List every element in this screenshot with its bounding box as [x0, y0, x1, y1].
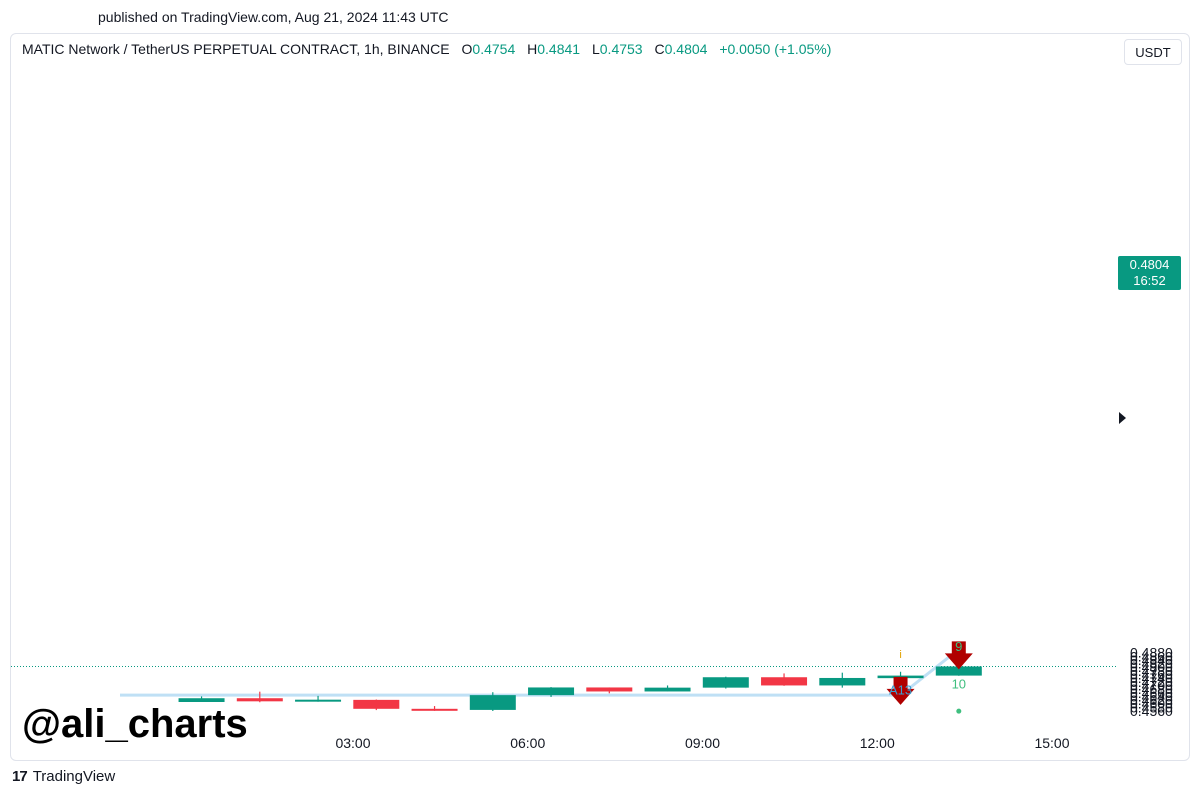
signal-dot [956, 708, 962, 714]
candles [120, 659, 982, 713]
price-tick-label: 0.4740 [1130, 670, 1173, 686]
tradingview-logo-icon: 17 [12, 768, 28, 785]
time-tick-label: 03:00 [335, 735, 370, 751]
sell-arrow-icon [886, 676, 915, 705]
candle-body [877, 675, 924, 679]
candle-body [295, 699, 342, 702]
candle-body [411, 708, 458, 711]
candle-body [935, 666, 982, 676]
sell-arrow-icon [944, 641, 973, 670]
price-tick-label: 0.4880 [1130, 645, 1173, 661]
annotations: 9 10 A13 i [886, 639, 973, 714]
price-tick-label: 0.4620 [1130, 692, 1173, 708]
symbol-title: MATIC Network / TetherUS PERPETUAL CONTR… [22, 41, 450, 57]
price-tick-label: 0.4720 [1130, 674, 1173, 690]
open-label: O [461, 41, 473, 57]
price-tick-label: 0.4680 [1130, 681, 1173, 697]
price-tick-label: 0.4660 [1130, 685, 1173, 701]
last-price-tag: 0.4804 16:52 [1118, 256, 1181, 290]
high-value: 0.4841 [537, 41, 581, 57]
author-watermark: @ali_charts [18, 702, 254, 751]
price-tick-label: 0.4600 [1130, 696, 1173, 712]
change-value: +0.0050 (+1.05%) [719, 41, 832, 57]
published-note: published on TradingView.com, Aug 21, 20… [98, 9, 449, 25]
price-tick-label: 0.4840 [1130, 652, 1173, 668]
price-tick-label: 0.4580 [1130, 699, 1173, 715]
price-tick-label: 0.4560 [1130, 703, 1173, 719]
candle-body [644, 687, 691, 692]
brand-label: TradingView [32, 768, 116, 785]
time-axis: 03:00 06:00 09:00 12:00 15:00 [335, 735, 1069, 751]
time-tick-label: 15:00 [1034, 735, 1069, 751]
candle-body [469, 695, 516, 710]
axis-scroll-marker-icon[interactable] [1119, 412, 1126, 424]
candle-body [528, 687, 575, 696]
time-tick-label: 09:00 [685, 735, 720, 751]
candle-body [353, 699, 400, 709]
price-tick-label: 0.4860 [1130, 648, 1173, 664]
time-tick-label: 12:00 [860, 735, 895, 751]
symbol-header: MATIC Network / TetherUS PERPETUAL CONTR… [22, 41, 831, 57]
candle-body [761, 677, 808, 686]
currency-unit-button[interactable]: USDT [1124, 39, 1182, 65]
close-label: C [654, 41, 665, 57]
signal-label: i [899, 649, 901, 661]
time-tick-label: 06:00 [510, 735, 545, 751]
signal-label: 9 [955, 639, 962, 654]
candle-body [586, 687, 633, 692]
price-tick-label: 0.4800 [1130, 659, 1173, 675]
open-value: 0.4754 [472, 41, 516, 57]
price-tick-label: 0.4780 [1130, 663, 1173, 679]
bar-countdown: 16:52 [1133, 273, 1166, 288]
candle-body [819, 677, 866, 686]
price-axis: 0.48800.48600.48400.48200.48000.47800.47… [1130, 645, 1173, 719]
chart-frame[interactable] [10, 33, 1190, 761]
price-tick-label: 0.4820 [1130, 656, 1173, 672]
price-tick-label: 0.4700 [1130, 677, 1173, 693]
price-tick-label: 0.4760 [1130, 667, 1173, 683]
high-label: H [527, 41, 538, 57]
last-price-value: 0.4804 [1129, 257, 1170, 272]
tradingview-brand[interactable]: 17 TradingView [12, 768, 115, 785]
low-value: 0.4753 [599, 41, 643, 57]
candle-body [236, 698, 283, 702]
candle-body [702, 677, 749, 688]
close-value: 0.4804 [664, 41, 708, 57]
signal-label: A13 [889, 683, 912, 698]
low-label: L [591, 41, 600, 57]
price-tick-label: 0.4640 [1130, 688, 1173, 704]
signal-label: 10 [952, 677, 966, 692]
